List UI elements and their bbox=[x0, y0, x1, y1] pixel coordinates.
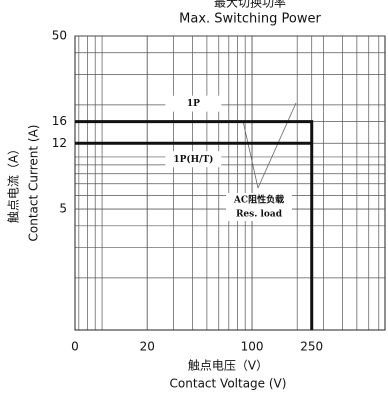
annotation-pointer bbox=[242, 120, 259, 189]
y-tick-label: 5 bbox=[59, 202, 67, 216]
x-tick-label: 20 bbox=[140, 340, 155, 354]
y-tick-label: 16 bbox=[52, 114, 67, 128]
chart-subtitle: Max. Switching Power bbox=[179, 12, 321, 27]
y-tick-label: 50 bbox=[52, 29, 67, 43]
y-tick-label: 12 bbox=[52, 136, 67, 150]
series-label-bg bbox=[165, 151, 222, 168]
x-axis-title-en: Contact Voltage (V) bbox=[170, 377, 287, 391]
x-tick-label: 250 bbox=[300, 340, 323, 354]
annotation: AC阻性负载 bbox=[233, 194, 284, 206]
series-label-bg bbox=[165, 95, 222, 112]
y-axis-title-en: Contact Current (A) bbox=[27, 125, 41, 242]
series-line bbox=[75, 120, 314, 330]
x-tick-label: 100 bbox=[241, 340, 264, 354]
y-axis-title: 触点电流（A） bbox=[7, 143, 21, 223]
x-axis-title: 触点电压（V） bbox=[188, 359, 268, 373]
series-label: 1P(H/T) bbox=[173, 154, 213, 165]
annotation-box bbox=[226, 193, 292, 221]
chart-title: 最大切换功率 bbox=[214, 0, 286, 10]
annotation-en: Res. load bbox=[236, 210, 283, 220]
annotation-pointer bbox=[257, 102, 297, 189]
plot-frame bbox=[74, 35, 386, 331]
series-label: 1P bbox=[187, 99, 200, 109]
x-origin-label: 0 bbox=[71, 340, 79, 354]
